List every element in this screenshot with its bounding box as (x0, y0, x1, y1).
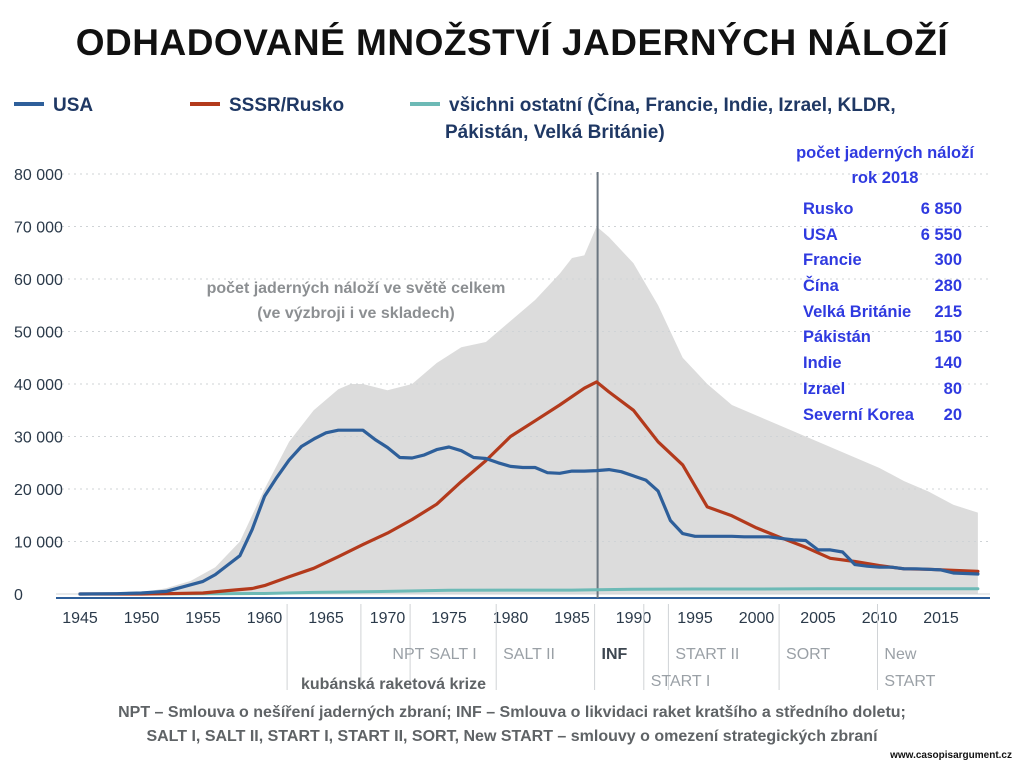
x-tick-label: 2005 (800, 610, 836, 627)
y-tick-label: 80 000 (14, 167, 63, 184)
x-tick-label: 1960 (247, 610, 283, 627)
country-name: Čína (803, 277, 839, 296)
legend-others-label-2: Pákistán, Velká Británie) (445, 122, 665, 143)
total-stockpile-area (80, 226, 978, 594)
treaty-label: NPT (392, 646, 424, 663)
table-row: USA 6 550 (770, 223, 1000, 249)
legend-ussr: SSSR/Rusko (190, 92, 344, 119)
country-name: Francie (803, 251, 862, 270)
legend-usa-swatch (14, 101, 44, 106)
x-tick-label: 1975 (431, 610, 467, 627)
total-area-label-1: počet jaderných náloží ve světě celkem (207, 280, 506, 297)
treaty-label: START I (651, 673, 711, 690)
legend-others: všichni ostatní (Čína, Francie, Indie, I… (410, 92, 896, 146)
legend-usa-label: USA (53, 95, 94, 116)
treaty-label: SALT I (429, 646, 476, 663)
x-tick-label: 1995 (677, 610, 713, 627)
table-heading-1: počet jaderných náloží (796, 144, 974, 162)
table-row: Rusko 6 850 (770, 197, 1000, 223)
treaty-label: START (884, 673, 935, 690)
chart-title: ODHADOVANÉ MNOŽSTVÍ JADERNÝCH NÁLOŽÍ (75, 22, 949, 63)
table-heading-2: rok 2018 (851, 169, 919, 187)
y-tick-label: 40 000 (14, 377, 63, 394)
footnote-line-1: NPT – Smlouva o nešíření jaderných zbran… (118, 704, 906, 721)
table-row: Severní Korea 20 (770, 403, 1000, 429)
country-name: Indie (803, 354, 842, 373)
country-name: Pákistán (803, 328, 871, 347)
x-tick-label: 2000 (739, 610, 775, 627)
table-row: Velká Británie 215 (770, 300, 1000, 326)
warheads-2018-table: počet jaderných náloží rok 2018 Rusko 6 8… (770, 141, 1000, 428)
table-row: Čína 280 (770, 274, 1000, 300)
treaty-label: New (884, 646, 916, 663)
cuban-crisis-label: kubánská raketová krize (301, 676, 486, 693)
y-tick-label: 60 000 (14, 272, 63, 289)
warhead-count: 20 (943, 405, 962, 424)
x-tick-label: 1990 (616, 610, 652, 627)
usa-line (78, 428, 980, 596)
warhead-count: 215 (934, 302, 962, 321)
legend-usa: USA (14, 92, 93, 119)
legend-ussr-label: SSSR/Rusko (229, 95, 345, 116)
x-tick-label: 1965 (308, 610, 344, 627)
country-name: Velká Británie (803, 302, 912, 321)
footnote-line-2: SALT I, SALT II, START I, START II, SORT… (146, 728, 878, 745)
country-name: Severní Korea (803, 405, 914, 424)
warhead-count: 80 (943, 379, 962, 398)
legend-others-label-1: všichni ostatní (Čína, Francie, Indie, I… (449, 95, 896, 116)
legend-ussr-swatch (190, 101, 220, 106)
others-line (78, 587, 980, 596)
x-tick-label: 2015 (923, 610, 959, 627)
x-tick-label: 1980 (493, 610, 529, 627)
table-row: Izrael 80 (770, 377, 1000, 403)
table-row: Pákistán 150 (770, 325, 1000, 351)
treaty-label: INF (602, 646, 628, 663)
y-tick-label: 0 (14, 587, 23, 604)
country-name: Rusko (803, 200, 854, 218)
country-name: USA (803, 225, 838, 244)
x-tick-label: 1970 (370, 610, 406, 627)
x-tick-label: 2010 (862, 610, 898, 627)
warhead-count: 6 850 (920, 200, 962, 218)
warhead-count: 150 (934, 328, 962, 347)
legend-others-swatch (410, 101, 440, 106)
table-row: Francie 300 (770, 248, 1000, 274)
total-area-label-2: (ve výzbroji i ve skladech) (257, 305, 454, 322)
y-tick-label: 50 000 (14, 325, 63, 342)
x-tick-label: 1955 (185, 610, 221, 627)
y-tick-label: 20 000 (14, 482, 63, 499)
x-tick-label: 1950 (124, 610, 160, 627)
country-name: Izrael (803, 379, 846, 398)
treaty-label: START II (675, 646, 739, 663)
warhead-count: 6 550 (920, 225, 962, 244)
y-tick-label: 70 000 (14, 220, 63, 237)
source-credit: www.casopisargument.cz (890, 750, 1012, 761)
x-tick-label: 1945 (62, 610, 98, 627)
x-tick-label: 1985 (554, 610, 590, 627)
treaty-label: SALT II (503, 646, 555, 663)
y-tick-label: 30 000 (14, 430, 63, 447)
warhead-count: 280 (934, 277, 962, 296)
warhead-count: 300 (934, 251, 962, 270)
warhead-count: 140 (934, 354, 962, 373)
ussr-line (78, 380, 980, 596)
y-tick-label: 10 000 (14, 535, 63, 552)
treaty-label: SORT (786, 646, 830, 663)
table-row: Indie 140 (770, 351, 1000, 377)
